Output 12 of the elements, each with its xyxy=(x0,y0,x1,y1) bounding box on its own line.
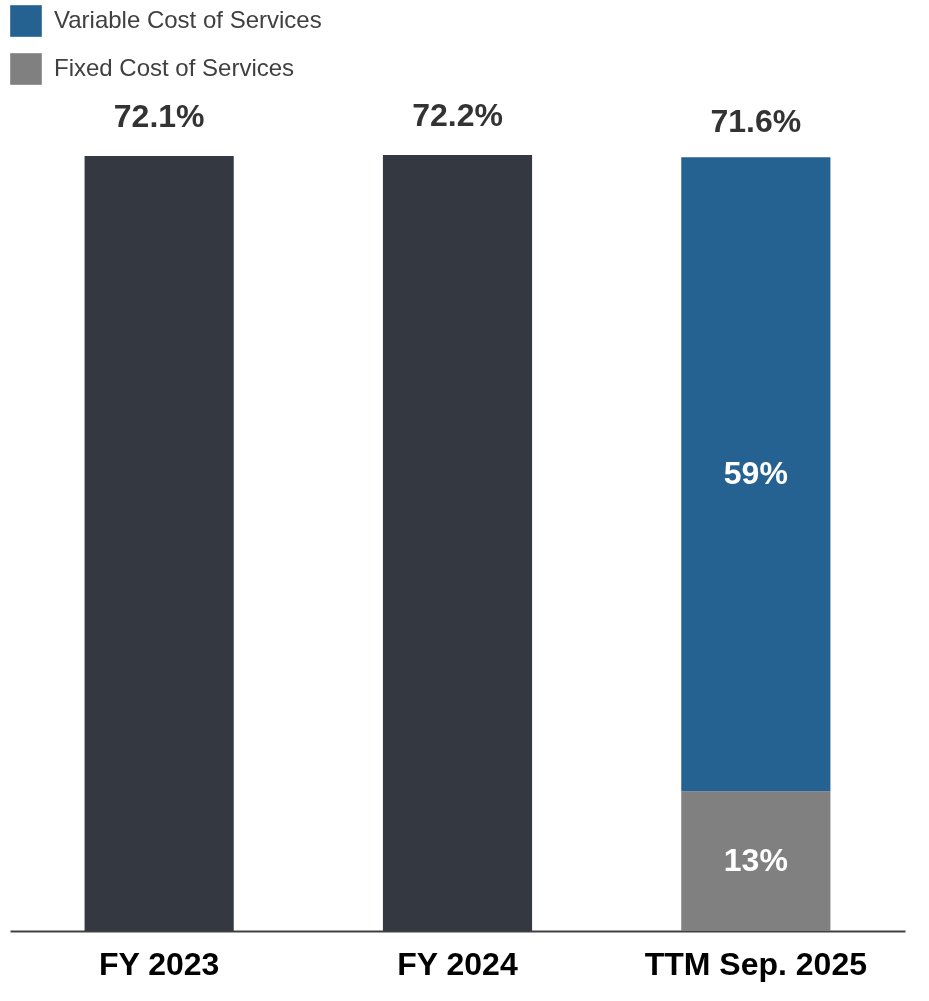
data-label: 13% xyxy=(723,842,788,879)
data-label: 59% xyxy=(723,455,788,492)
x-tick-label: FY 2024 xyxy=(397,945,518,982)
data-label: 72.2% xyxy=(412,97,503,133)
x-tick-label: FY 2023 xyxy=(98,945,220,982)
data-label: 72.1% xyxy=(113,98,205,135)
x-tick-label: TTM Sep. 2025 xyxy=(644,945,867,982)
annotation: 71.6% xyxy=(710,103,802,140)
bar xyxy=(681,157,831,792)
legend-label: Variable Cost of Services xyxy=(54,6,322,33)
bar xyxy=(681,791,831,931)
legend-label: Fixed Cost of Services xyxy=(54,54,295,81)
